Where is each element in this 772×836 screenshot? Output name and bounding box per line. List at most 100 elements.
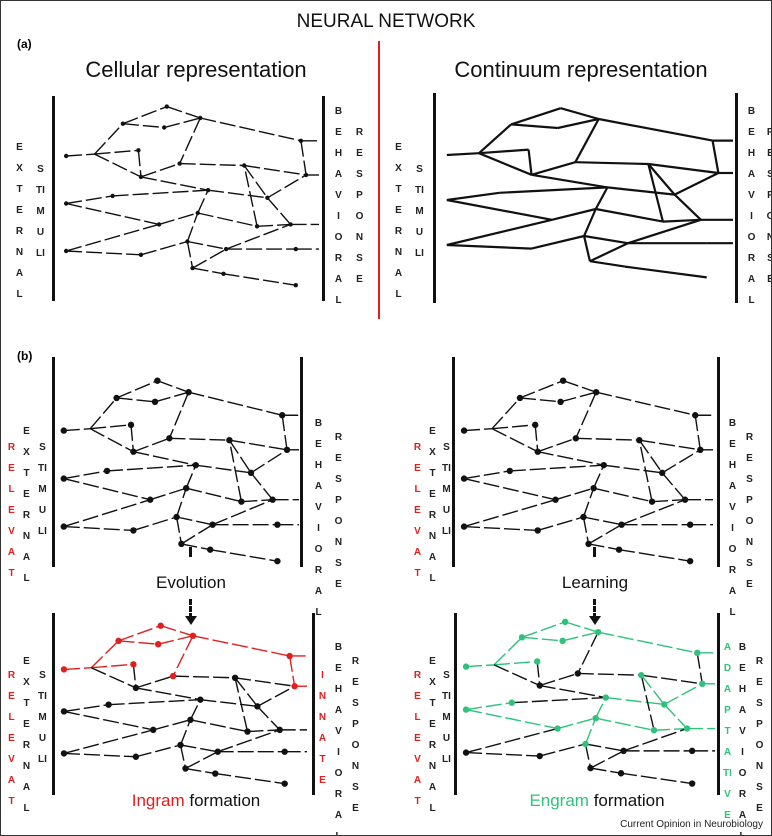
connection	[63, 477, 151, 501]
ingram-word: Ingram	[131, 791, 185, 810]
response-label: RESPONSE	[334, 432, 343, 590]
neuron	[195, 210, 200, 216]
neuron	[534, 448, 541, 455]
connection	[627, 218, 702, 245]
cellular-network	[63, 104, 319, 288]
connection	[108, 698, 201, 706]
connection	[510, 123, 558, 130]
connection	[639, 439, 701, 451]
connection	[651, 499, 686, 503]
connection	[154, 391, 189, 403]
connection	[200, 698, 258, 708]
external-label: EXTERNAL	[394, 142, 403, 300]
highlighted-connection	[521, 621, 566, 639]
neuron	[207, 546, 214, 553]
connection	[661, 449, 701, 474]
highlighted-connection	[465, 708, 558, 730]
neuron	[60, 523, 67, 530]
connection	[590, 750, 624, 769]
learning-arrow	[593, 599, 596, 619]
connection	[173, 675, 236, 679]
connection	[562, 380, 597, 393]
behavioral-label: BEHAVIORAL	[728, 418, 737, 618]
behavioral-label: BEHAVIORAL	[334, 642, 343, 835]
neuron	[283, 446, 291, 453]
connection	[116, 380, 158, 399]
connection	[106, 464, 196, 472]
highlighted-neuron	[699, 680, 706, 687]
connection	[590, 767, 622, 774]
connection	[63, 703, 109, 713]
connection	[130, 424, 135, 452]
connection	[241, 499, 273, 503]
connection	[624, 265, 707, 279]
connection	[499, 186, 608, 194]
highlighted-connection	[192, 635, 290, 657]
connection	[257, 685, 295, 707]
neuron	[585, 540, 592, 548]
connection	[560, 391, 597, 403]
highlighted-neuron	[291, 683, 298, 690]
connection	[186, 241, 194, 269]
connection	[598, 117, 713, 142]
connection	[466, 751, 540, 757]
connection	[217, 729, 280, 753]
behavioral-label: BEHAVIORAL	[738, 642, 747, 835]
connection	[179, 117, 201, 164]
ingram-caption: Ingram formation	[76, 791, 316, 811]
input-bar	[454, 613, 457, 795]
connection	[446, 152, 480, 157]
neuron	[185, 389, 192, 396]
cellular-heading: Cellular representation	[85, 57, 307, 82]
connection	[166, 105, 201, 119]
connection	[179, 162, 245, 167]
neuron	[130, 448, 137, 455]
neuron	[587, 764, 594, 772]
ingram-network	[60, 622, 307, 787]
connection	[66, 195, 113, 205]
neuron	[221, 271, 226, 276]
input-bar	[52, 613, 55, 795]
connection	[582, 487, 595, 518]
highlighted-neuron	[518, 634, 526, 641]
neuron	[247, 469, 255, 477]
relevant-label: RELEVAT	[413, 670, 422, 807]
neuron	[241, 163, 247, 168]
connection	[135, 744, 181, 758]
input-bar	[52, 96, 55, 301]
highlighted-connection	[465, 702, 512, 711]
highlighted-connection	[564, 621, 599, 633]
connection	[534, 424, 539, 452]
neuron	[254, 224, 260, 229]
connection	[577, 672, 642, 676]
connection	[536, 661, 541, 686]
highlighted-neuron	[534, 658, 541, 665]
connection	[583, 235, 591, 262]
connection	[589, 260, 626, 268]
connection	[158, 212, 198, 226]
highlighted-neuron	[286, 652, 293, 660]
connection	[135, 687, 201, 701]
connection	[539, 672, 579, 687]
connection	[175, 516, 183, 545]
connection	[537, 516, 584, 532]
connection	[510, 107, 562, 126]
neuron	[592, 389, 600, 396]
connection	[250, 449, 288, 474]
connection	[185, 751, 219, 770]
connection	[647, 163, 664, 222]
neuron	[205, 188, 211, 193]
connection	[560, 107, 599, 121]
neuron	[516, 394, 524, 402]
connection	[638, 440, 653, 502]
connection	[192, 267, 224, 275]
connection	[157, 380, 189, 393]
connection	[175, 487, 187, 518]
highlighted-neuron	[508, 699, 515, 706]
connection	[593, 487, 653, 503]
connection	[200, 117, 302, 142]
connection	[537, 451, 604, 466]
connection	[583, 516, 622, 526]
connection	[537, 437, 577, 453]
highlighted-neuron	[169, 672, 177, 680]
